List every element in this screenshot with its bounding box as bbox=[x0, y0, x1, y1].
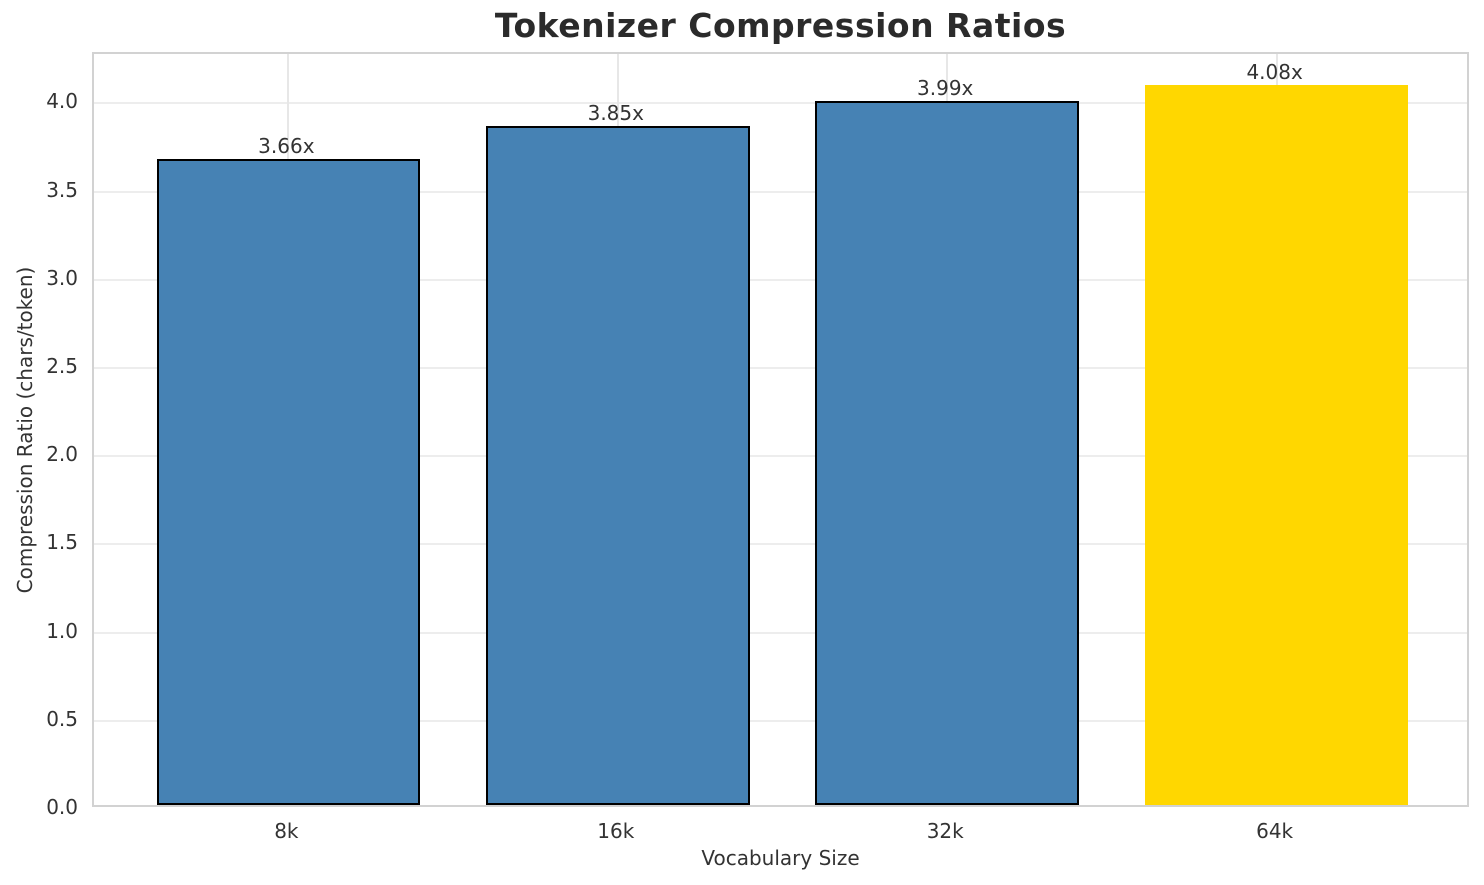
y-tick-label: 4.0 bbox=[46, 89, 78, 114]
chart-title: Tokenizer Compression Ratios bbox=[494, 6, 1067, 45]
y-tick-label: 0.5 bbox=[46, 706, 78, 731]
y-tick-label: 3.0 bbox=[46, 265, 78, 290]
bar-32k bbox=[815, 101, 1079, 805]
bar-16k bbox=[486, 125, 750, 805]
h-gridline bbox=[94, 455, 1467, 458]
h-gridline bbox=[94, 102, 1467, 105]
bar-value-label: 3.66x bbox=[258, 134, 315, 159]
h-gridline bbox=[94, 190, 1467, 193]
x-tick-label: 16k bbox=[597, 819, 635, 843]
bar-64k bbox=[1144, 85, 1409, 805]
y-tick-label: 2.5 bbox=[46, 353, 78, 378]
y-axis-label: Compression Ratio (chars/token) bbox=[13, 266, 37, 594]
bar-layer bbox=[94, 54, 1467, 805]
bar-8k bbox=[156, 159, 421, 805]
x-tick-label: 64k bbox=[1256, 819, 1294, 843]
h-gridline bbox=[94, 366, 1467, 369]
x-axis-label: Vocabulary Size bbox=[701, 846, 860, 870]
bar-value-label: 3.85x bbox=[587, 100, 644, 125]
y-tick-label: 3.5 bbox=[46, 177, 78, 202]
h-gridline bbox=[94, 631, 1467, 634]
h-gridline bbox=[94, 719, 1467, 722]
y-tick-label: 0.0 bbox=[46, 795, 78, 819]
y-tick-label: 1.0 bbox=[46, 618, 78, 643]
y-tick-label: 2.0 bbox=[46, 442, 78, 467]
x-tick-label: 8k bbox=[274, 819, 299, 843]
h-gridline bbox=[94, 278, 1467, 281]
bar-value-label: 4.08x bbox=[1246, 60, 1303, 85]
plot-area bbox=[92, 52, 1469, 807]
x-tick-label: 32k bbox=[926, 819, 964, 843]
y-tick-label: 1.5 bbox=[46, 530, 78, 555]
h-gridline bbox=[94, 543, 1467, 546]
bar-value-label: 3.99x bbox=[917, 76, 974, 101]
